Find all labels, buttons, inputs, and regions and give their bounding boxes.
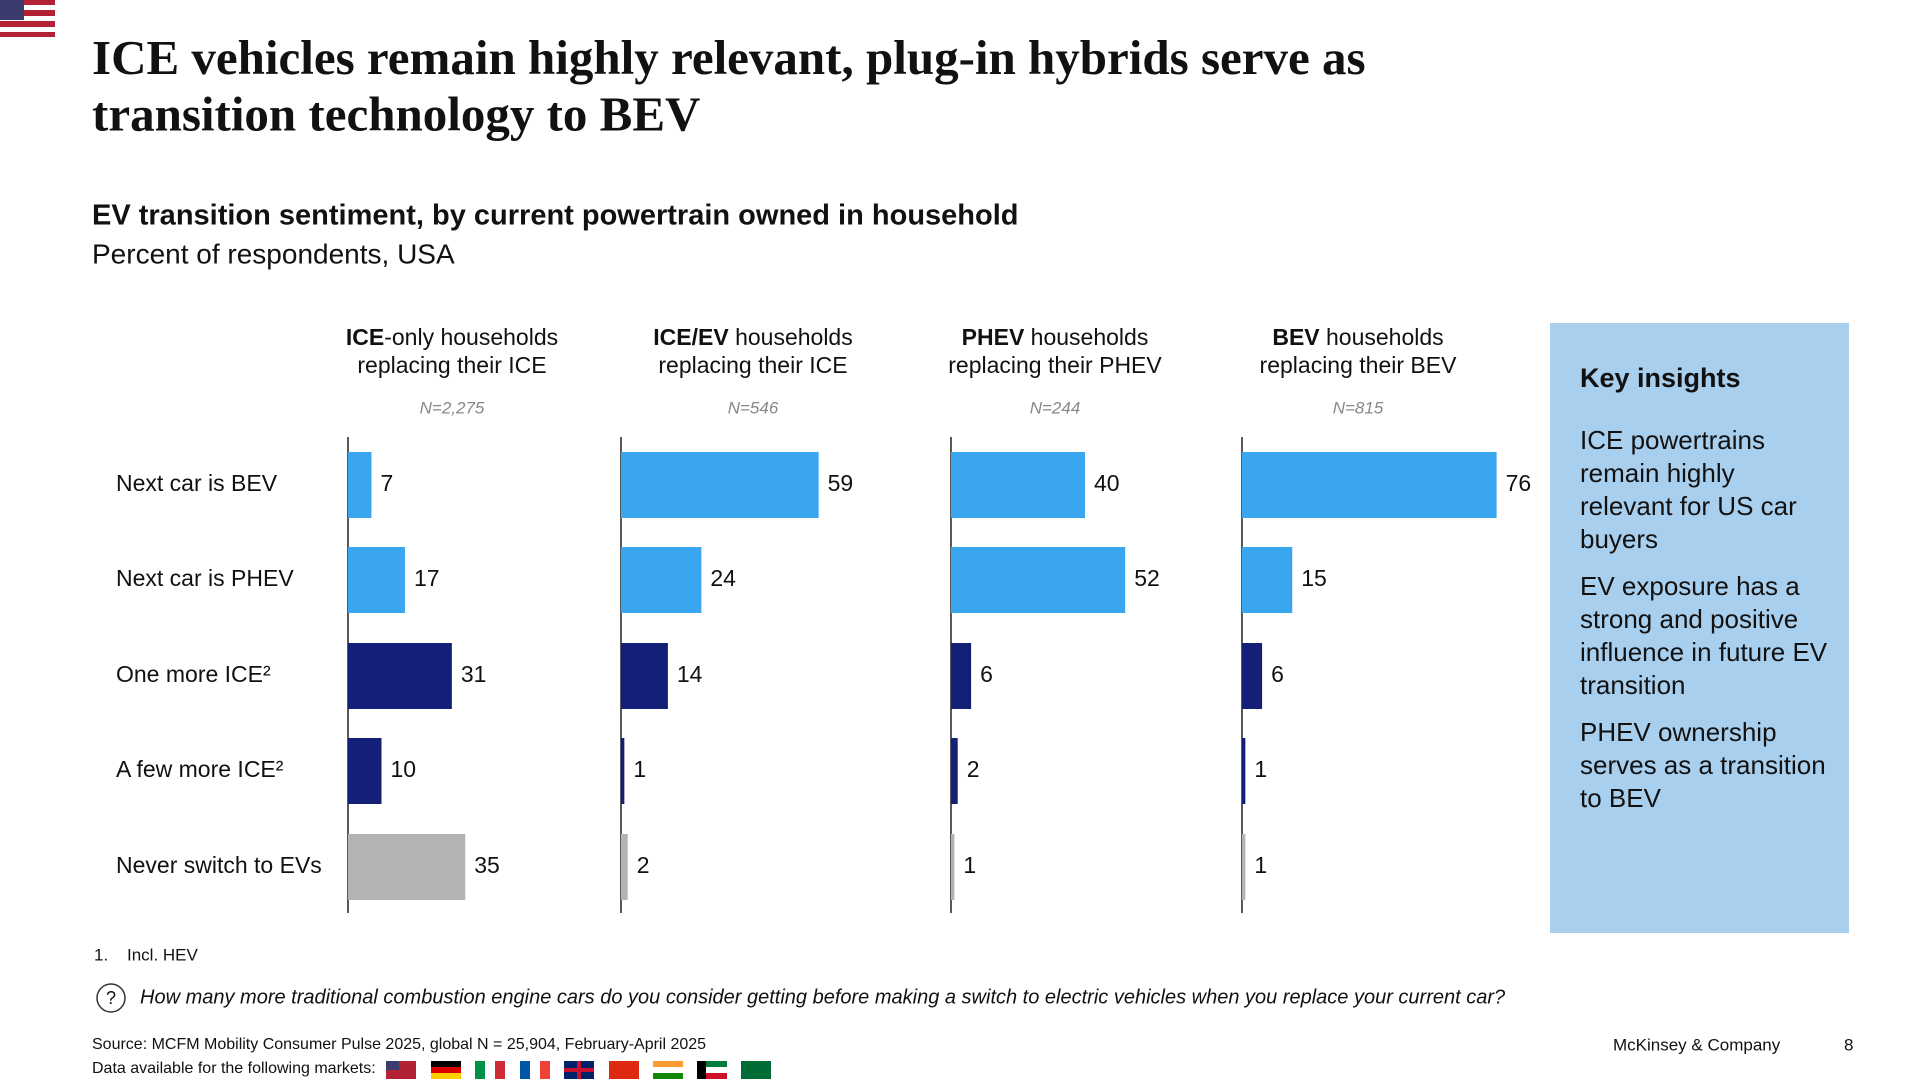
- question: How many more traditional combustion eng…: [140, 986, 1506, 1008]
- value-label: 2: [637, 852, 650, 878]
- bar: [951, 738, 958, 804]
- insight: ICE powertrains remain highly relevant f…: [1580, 425, 1797, 554]
- insight: PHEV ownership serves as a transition to…: [1580, 717, 1826, 813]
- footnote: Incl. HEV: [127, 945, 199, 964]
- bar: [348, 738, 382, 804]
- bar: [1242, 738, 1246, 804]
- bar: [951, 547, 1126, 613]
- unit-note: Percent of respondents, USA: [92, 238, 455, 269]
- market-flags: [386, 1061, 771, 1079]
- value-label: 76: [1506, 470, 1532, 496]
- panel-title-bold: ICE/EV: [653, 324, 729, 350]
- value-label: 15: [1301, 565, 1327, 591]
- bar: [1242, 452, 1497, 518]
- value-label: 1: [633, 756, 646, 782]
- value-label: 59: [828, 470, 854, 496]
- value-label: 1: [963, 852, 976, 878]
- panel-title-bold: ICE: [346, 324, 384, 350]
- value-label: 1: [1254, 756, 1267, 782]
- bar: [1242, 834, 1246, 900]
- panel-title-line2: replacing their ICE: [658, 352, 847, 378]
- panel-title-rest: -only households: [384, 324, 558, 350]
- bar: [348, 643, 452, 709]
- slide-title: ICE vehicles remain highly relevant, plu…: [92, 30, 1366, 85]
- footnote-number: 1.: [94, 945, 108, 964]
- page-number: 8: [1844, 1035, 1853, 1054]
- source: Source: MCFM Mobility Consumer Pulse 202…: [92, 1036, 706, 1053]
- panel-title-line2: replacing their PHEV: [948, 352, 1162, 378]
- bar: [951, 643, 972, 709]
- panel-title: BEV households: [1272, 324, 1443, 350]
- panel-title: ICE/EV households: [653, 324, 852, 350]
- insights-box: Key insights ICE powertrains remain high…: [1550, 323, 1849, 933]
- panel-title-bold: PHEV: [962, 324, 1025, 350]
- value-label: 52: [1134, 565, 1160, 591]
- bar: [951, 834, 955, 900]
- markets: Data available for the following markets…: [92, 1060, 376, 1077]
- category-label: A few more ICE²: [116, 756, 284, 782]
- panel-title: PHEV households: [962, 324, 1149, 350]
- bar: [348, 547, 405, 613]
- insight: EV exposure has a strong and positive in…: [1580, 571, 1828, 700]
- category-label: Never switch to EVs: [116, 852, 322, 878]
- value-label: 14: [677, 661, 703, 687]
- panel-title-rest: households: [1024, 324, 1148, 350]
- bar: [621, 452, 819, 518]
- bar: [621, 738, 625, 804]
- question-icon: [96, 983, 126, 1013]
- sample-size: N=244: [1030, 398, 1081, 417]
- panel-title-bold: BEV: [1272, 324, 1320, 350]
- slide-title: transition technology to BEV: [92, 86, 700, 141]
- value-label: 35: [474, 852, 500, 878]
- bar: [621, 834, 628, 900]
- value-label: 24: [710, 565, 736, 591]
- panel-title-rest: households: [729, 324, 853, 350]
- sample-size: N=546: [728, 398, 779, 417]
- question-icon-mark: ?: [106, 988, 116, 1008]
- brand: McKinsey & Company: [1613, 1035, 1781, 1054]
- panel-title-line2: replacing their ICE: [357, 352, 546, 378]
- bar: [621, 547, 702, 613]
- panel-title-rest: households: [1320, 324, 1444, 350]
- value-label: 7: [380, 470, 393, 496]
- bar: [348, 834, 466, 900]
- bar: [621, 643, 668, 709]
- panel-title: ICE-only households: [346, 324, 558, 350]
- value-label: 17: [414, 565, 440, 591]
- sample-size: N=2,275: [420, 398, 485, 417]
- subtitle: EV transition sentiment, by current powe…: [92, 200, 1019, 232]
- value-label: 6: [1271, 661, 1284, 687]
- bar: [1242, 547, 1293, 613]
- value-label: 1: [1254, 852, 1267, 878]
- value-label: 31: [461, 661, 487, 687]
- bar: [951, 452, 1085, 518]
- value-label: 2: [967, 756, 980, 782]
- bar: [348, 452, 372, 518]
- value-label: 6: [980, 661, 993, 687]
- sample-size: N=815: [1333, 398, 1384, 417]
- bar: [1242, 643, 1263, 709]
- value-label: 10: [391, 756, 417, 782]
- category-label: Next car is BEV: [116, 470, 278, 496]
- insights-title: Key insights: [1580, 363, 1741, 393]
- panel-title-line2: replacing their BEV: [1260, 352, 1458, 378]
- flag-icon: [0, 0, 55, 37]
- value-label: 40: [1094, 470, 1120, 496]
- category-label: One more ICE²: [116, 661, 271, 687]
- category-label: Next car is PHEV: [116, 565, 294, 591]
